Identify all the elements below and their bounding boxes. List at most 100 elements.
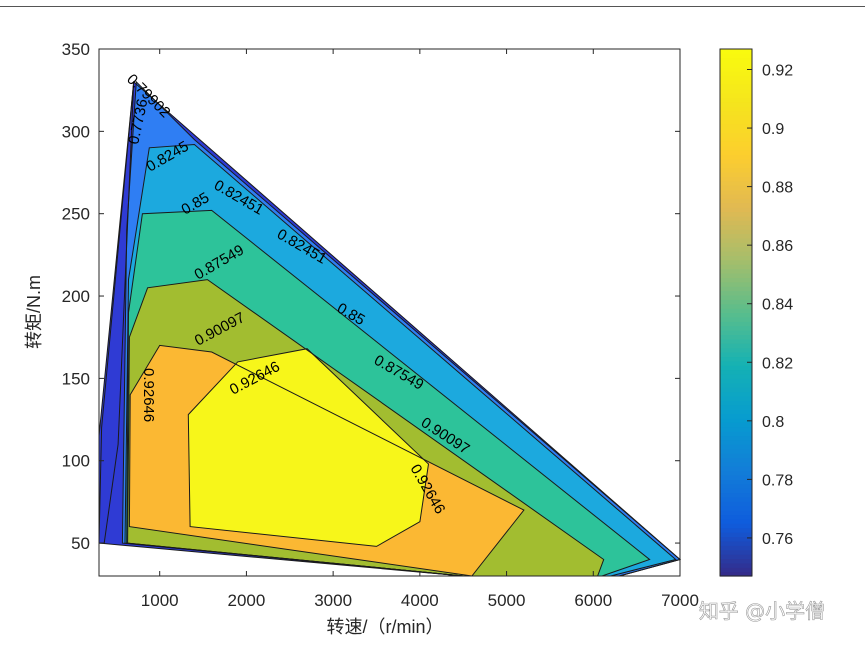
colorbar-cell bbox=[720, 518, 752, 524]
colorbar-cell bbox=[720, 119, 752, 125]
colorbar-cell bbox=[720, 180, 752, 186]
y-tick-label: 50 bbox=[71, 534, 90, 553]
colorbar-tick-label: 0.82 bbox=[762, 355, 793, 372]
colorbar-cell bbox=[720, 237, 752, 243]
colorbar-cell bbox=[720, 290, 752, 296]
x-tick-label: 3000 bbox=[314, 591, 352, 610]
colorbar-cell bbox=[720, 488, 752, 494]
colorbar-cell bbox=[720, 492, 752, 498]
colorbar-cell bbox=[720, 198, 752, 204]
colorbar-cell bbox=[720, 211, 752, 217]
colorbar-cell bbox=[720, 330, 752, 336]
colorbar-cell bbox=[720, 466, 752, 472]
colorbar-cell bbox=[720, 141, 752, 147]
colorbar-cell bbox=[720, 532, 752, 538]
colorbar-cell bbox=[720, 444, 752, 450]
colorbar-cell bbox=[720, 163, 752, 169]
colorbar-cell bbox=[720, 483, 752, 489]
colorbar-cell bbox=[720, 448, 752, 454]
colorbar-cell bbox=[720, 242, 752, 248]
colorbar-cell bbox=[720, 277, 752, 283]
colorbar-cell bbox=[720, 84, 752, 90]
colorbar-cell bbox=[720, 101, 752, 107]
colorbar-cell bbox=[720, 97, 752, 103]
colorbar-cell bbox=[720, 136, 752, 142]
colorbar-cell bbox=[720, 185, 752, 191]
colorbar-cell bbox=[720, 439, 752, 445]
colorbar-cell bbox=[720, 545, 752, 551]
colorbar-cell bbox=[720, 343, 752, 349]
colorbar-cell bbox=[720, 123, 752, 129]
colorbar-cell bbox=[720, 496, 752, 502]
colorbar-cell bbox=[720, 114, 752, 120]
colorbar-cell bbox=[720, 229, 752, 235]
colorbar-cell bbox=[720, 554, 752, 560]
colorbar-cell bbox=[720, 461, 752, 467]
x-tick-label: 7000 bbox=[661, 591, 699, 610]
colorbar-cell bbox=[720, 57, 752, 63]
colorbar-cell bbox=[720, 527, 752, 533]
y-axis-label: 转矩/N.m bbox=[24, 275, 44, 349]
colorbar-cell bbox=[720, 312, 752, 318]
y-tick-label: 300 bbox=[62, 122, 90, 141]
colorbar-cell bbox=[720, 294, 752, 300]
plot-frame bbox=[98, 48, 681, 577]
colorbar-cell bbox=[720, 62, 752, 68]
colorbar-cell bbox=[720, 75, 752, 81]
colorbar-cell bbox=[720, 562, 752, 568]
colorbar-cell bbox=[720, 128, 752, 134]
colorbar-cell bbox=[720, 224, 752, 230]
colorbar: 0.76 0.78 0.8 0.82 0.84 0.86 0.88 0.9 0.92 bbox=[719, 48, 793, 577]
colorbar-cell bbox=[720, 308, 752, 314]
colorbar-ticks: 0.76 0.78 0.8 0.82 0.84 0.86 0.88 0.9 0.92 bbox=[747, 62, 793, 548]
colorbar-cell bbox=[720, 132, 752, 138]
colorbar-cell bbox=[720, 193, 752, 199]
colorbar-cell bbox=[720, 321, 752, 327]
colorbar-tick-label: 0.78 bbox=[762, 472, 793, 489]
colorbar-cell bbox=[720, 145, 752, 151]
x-tick-label: 1000 bbox=[141, 591, 179, 610]
colorbar-cell bbox=[720, 505, 752, 511]
colorbar-cell bbox=[720, 365, 752, 371]
colorbar-cell bbox=[720, 316, 752, 322]
colorbar-cell bbox=[720, 189, 752, 195]
y-tick-label: 350 bbox=[62, 40, 90, 59]
colorbar-frame bbox=[719, 48, 753, 577]
colorbar-cell bbox=[720, 150, 752, 155]
colorbar-cell bbox=[720, 79, 752, 85]
colorbar-cell bbox=[720, 356, 752, 362]
contour-line bbox=[187, 348, 430, 547]
colorbar-cell bbox=[720, 303, 752, 309]
colorbar-cell bbox=[720, 501, 752, 507]
x-tick-label: 2000 bbox=[228, 591, 266, 610]
colorbar-cell bbox=[720, 567, 752, 573]
colorbar-cell bbox=[720, 215, 752, 221]
colorbar-cell bbox=[720, 378, 752, 384]
watermark: 知乎 @小学僧 bbox=[699, 599, 825, 623]
colorbar-cell bbox=[720, 352, 752, 358]
colorbar-tick-label: 0.86 bbox=[762, 238, 793, 255]
contour-region bbox=[99, 81, 134, 544]
colorbar-cell bbox=[720, 571, 752, 577]
colorbar-cell bbox=[720, 167, 752, 173]
colorbar-cell bbox=[720, 88, 752, 94]
colorbar-tick-label: 0.88 bbox=[762, 180, 793, 197]
colorbar-cell bbox=[720, 426, 752, 432]
x-axis-label: 转速/（r/min） bbox=[327, 617, 444, 637]
colorbar-cell bbox=[720, 400, 752, 406]
colorbar-cell bbox=[720, 347, 752, 353]
colorbar-tick-label: 0.84 bbox=[762, 297, 793, 314]
colorbar-cell bbox=[720, 171, 752, 177]
y-axis-ticks: 50 100 150 200 250 300 350 bbox=[62, 40, 680, 553]
colorbar-cell bbox=[720, 110, 752, 116]
colorbar-cell bbox=[720, 325, 752, 331]
x-tick-label: 5000 bbox=[488, 591, 526, 610]
colorbar-cell bbox=[720, 549, 752, 555]
colorbar-cell bbox=[720, 457, 752, 463]
colorbar-cell bbox=[720, 431, 752, 437]
colorbar-cell bbox=[720, 373, 752, 379]
colorbar-cell bbox=[720, 53, 752, 59]
colorbar-cell bbox=[720, 413, 752, 419]
colorbar-cell bbox=[720, 382, 752, 388]
colorbar-cell bbox=[720, 474, 752, 480]
